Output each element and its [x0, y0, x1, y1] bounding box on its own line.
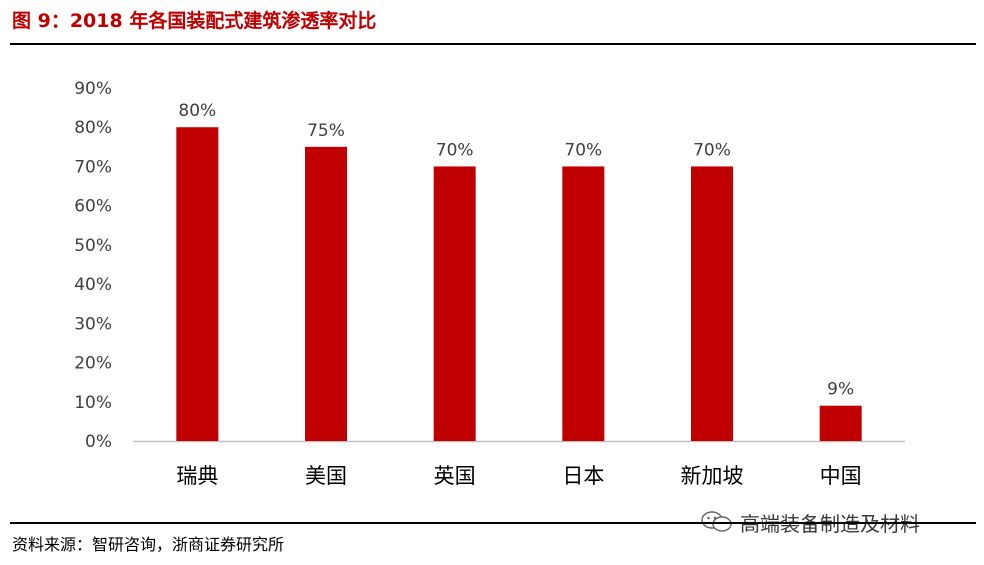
- x-category-label: 瑞典: [176, 464, 218, 488]
- y-tick-label: 40%: [74, 275, 112, 295]
- y-tick-label: 70%: [74, 157, 112, 177]
- bottom-divider: [10, 522, 976, 524]
- x-category-label: 新加坡: [681, 464, 744, 488]
- y-tick-label: 50%: [74, 236, 112, 256]
- y-tick-label: 20%: [74, 354, 112, 374]
- figure-title: 图 9：2018 年各国装配式建筑渗透率对比: [12, 10, 377, 32]
- bar-chart: 0% 10% 20% 30% 40% 50% 60% 70% 80% 90% 80% 瑞典 75% 美国 7…: [74, 79, 905, 488]
- y-tick-label: 80%: [74, 118, 112, 138]
- data-label: 70%: [693, 140, 731, 160]
- y-tick-label: 60%: [74, 197, 112, 217]
- bar: [176, 127, 219, 441]
- y-tick-label: 30%: [74, 314, 112, 334]
- x-category-label: 美国: [305, 464, 347, 488]
- top-divider: [10, 43, 976, 45]
- y-tick-label: 90%: [74, 79, 112, 99]
- bar: [819, 405, 862, 441]
- data-label: 9%: [827, 380, 854, 400]
- data-label: 75%: [307, 121, 345, 141]
- data-label: 70%: [564, 140, 602, 160]
- data-label: 70%: [436, 140, 474, 160]
- bar: [433, 166, 476, 441]
- source-note: 资料来源：智研咨询，浙商证券研究所: [12, 535, 285, 554]
- bar: [305, 146, 347, 442]
- x-category-label: 日本: [562, 464, 604, 488]
- bar: [691, 166, 733, 441]
- x-category-label: 中国: [820, 464, 862, 488]
- x-category-label: 英国: [434, 464, 476, 488]
- y-tick-label: 10%: [74, 393, 112, 413]
- bar: [562, 166, 605, 441]
- y-tick-label: 0%: [85, 432, 112, 452]
- data-label: 80%: [178, 101, 216, 121]
